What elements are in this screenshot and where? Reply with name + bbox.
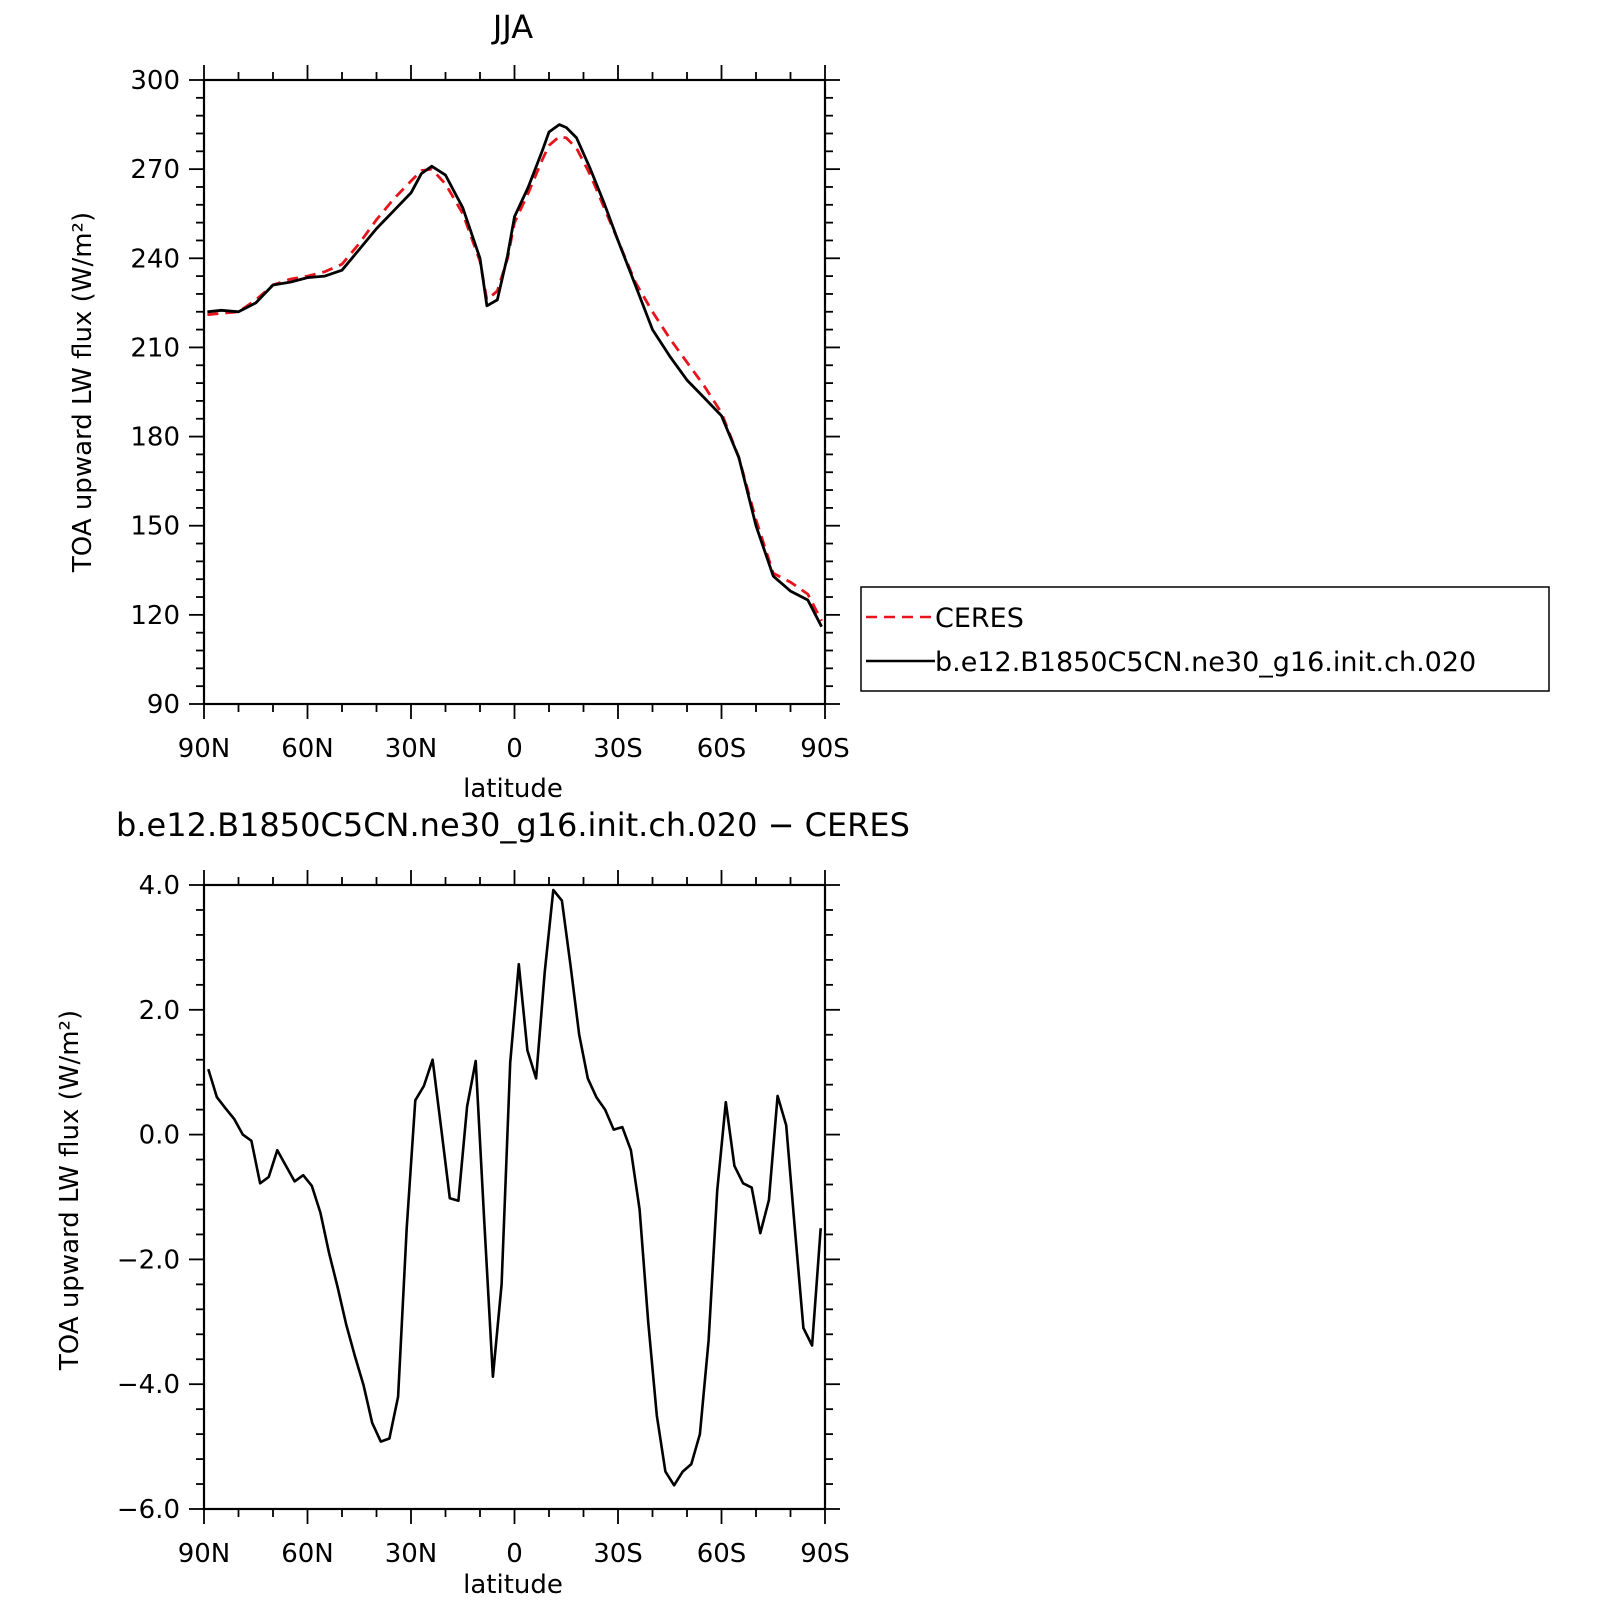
chart-top-series-line-1 xyxy=(207,123,823,628)
chart-bottom-plot-area: 90N 60N 30N 0 30S 60S 90S 4.0 2.0 0.0 −2.0 −4.0 −6.0 xyxy=(117,870,850,1569)
chart-bottom-xlabel: latitude xyxy=(463,1570,563,1600)
chart-bottom: b.e12.B1850C5CN.ne30_g16.init.ch.020 − C… xyxy=(55,806,910,1600)
chart-top-xtick-label: 90N xyxy=(178,734,231,764)
chart-bottom-ytick-label: −4.0 xyxy=(117,1370,180,1400)
chart-top-xtick-label: 30S xyxy=(593,734,643,764)
chart-top-ytick-label: 240 xyxy=(130,244,180,274)
chart-top-xlabel: latitude xyxy=(463,774,563,804)
chart-bottom-xtick-label: 90S xyxy=(800,1539,850,1569)
chart-bottom-xtick-label: 60S xyxy=(697,1539,747,1569)
chart-top-ytick-label: 120 xyxy=(130,601,180,631)
chart-bottom-title: b.e12.B1850C5CN.ne30_g16.init.ch.020 − C… xyxy=(116,806,910,844)
legend-label-model: b.e12.B1850C5CN.ne30_g16.init.ch.020 xyxy=(935,647,1476,678)
chart-top-plot-area: 90N 60N 30N 0 30S 60S 90S 90 120 150 180 210 240 270 3… xyxy=(130,65,850,764)
chart-top-legend: CERES b.e12.B1850C5CN.ne30_g16.init.ch.0… xyxy=(860,586,1550,692)
chart-top-ytick-label: 210 xyxy=(130,333,180,363)
chart-bottom-xtick-label: 30N xyxy=(385,1539,438,1569)
chart-bottom-frame xyxy=(202,883,827,1511)
chart-top-xtick-label: 60N xyxy=(281,734,334,764)
chart-bottom-ytick-label: 4.0 xyxy=(139,871,180,901)
chart-top-ytick-label: 150 xyxy=(130,512,180,542)
chart-bottom-series-line-0 xyxy=(207,888,822,1487)
chart-top-ytick-label: 90 xyxy=(147,690,180,720)
chart-bottom-xtick-label: 90N xyxy=(178,1539,231,1569)
chart-top-ytick-label: 300 xyxy=(130,66,180,96)
chart-bottom-ytick-label: 2.0 xyxy=(139,996,180,1026)
chart-bottom-ylabel: TOA upward LW flux (W/m²) xyxy=(55,1010,85,1371)
chart-top-title: JJA xyxy=(491,8,533,46)
chart-top-ylabel: TOA upward LW flux (W/m²) xyxy=(68,212,98,573)
chart-top-ytick-label: 180 xyxy=(130,423,180,453)
chart-bottom-xtick-label: 60N xyxy=(281,1539,334,1569)
chart-bottom-xtick-label: 0 xyxy=(506,1539,523,1569)
chart-top-xtick-label: 60S xyxy=(697,734,747,764)
chart-bottom-xtick-label: 30S xyxy=(593,1539,643,1569)
chart-bottom-ytick-label: −2.0 xyxy=(117,1245,180,1275)
legend-label-ceres: CERES xyxy=(935,603,1024,634)
chart-top-ytick-label: 270 xyxy=(130,155,180,185)
chart-top-series-line-0 xyxy=(207,135,823,622)
legend-box xyxy=(860,586,1550,692)
chart-bottom-ytick-label: 0.0 xyxy=(139,1121,180,1151)
chart-top-xtick-label: 0 xyxy=(506,734,523,764)
chart-top-xtick-label: 30N xyxy=(385,734,438,764)
chart-top-frame xyxy=(202,78,827,706)
chart-top: JJA 90N 60N 30N 0 30S 60S 90S 90 120 150 180 210 240… xyxy=(68,8,1550,804)
chart-top-xtick-label: 90S xyxy=(800,734,850,764)
chart-bottom-ytick-label: −6.0 xyxy=(117,1495,180,1525)
